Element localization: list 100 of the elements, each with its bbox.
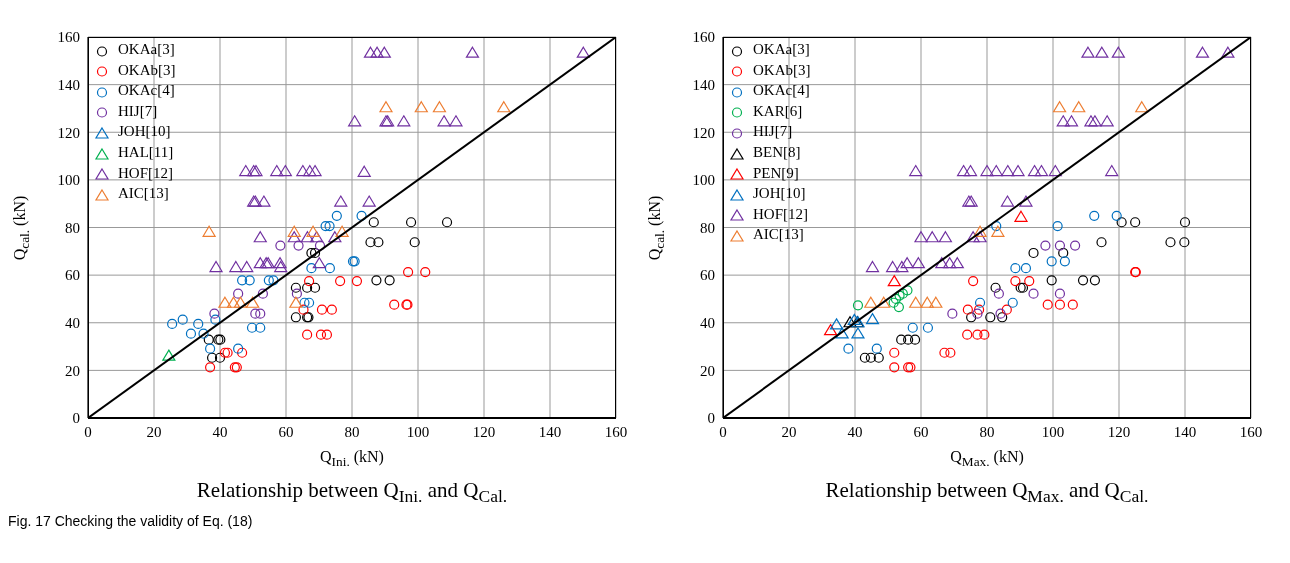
- point: [302, 329, 313, 340]
- point: [966, 312, 977, 323]
- point: [304, 275, 315, 287]
- point: [255, 322, 266, 333]
- point: [198, 328, 209, 339]
- point: [210, 314, 221, 325]
- point: [903, 334, 914, 345]
- point: [1081, 46, 1095, 58]
- point: [1179, 217, 1191, 228]
- point: [907, 322, 918, 333]
- x-axis-title: Q$_{Max.}$ (kN): [949, 448, 1025, 471]
- point: [864, 296, 878, 308]
- point: [997, 312, 1008, 323]
- point: [203, 334, 214, 345]
- x-tick-label: 140: [1173, 423, 1197, 440]
- point: [1000, 195, 1015, 207]
- point: [403, 266, 414, 278]
- point: [351, 275, 363, 287]
- point: [1111, 46, 1125, 58]
- point: [843, 316, 857, 328]
- point: [1007, 297, 1018, 308]
- point: [991, 225, 1005, 237]
- point: [233, 296, 248, 308]
- point: [465, 46, 480, 58]
- point: [246, 296, 260, 308]
- legend-label: PEN[9]: [753, 164, 799, 181]
- point: [334, 195, 348, 207]
- point: [935, 257, 949, 269]
- point: [1084, 115, 1098, 127]
- point: [316, 304, 328, 315]
- legend-label: KAR[6]: [753, 102, 803, 119]
- point: [335, 275, 346, 287]
- point: [206, 352, 218, 363]
- point: [298, 304, 309, 315]
- point: [326, 304, 337, 315]
- point: [947, 308, 958, 319]
- point: [973, 304, 985, 315]
- point: [956, 164, 971, 177]
- point: [1053, 101, 1067, 113]
- point: [287, 231, 301, 243]
- point: [888, 297, 899, 308]
- point: [1058, 247, 1069, 259]
- legend-label: HAL[11]: [118, 143, 174, 160]
- point: [362, 195, 376, 207]
- point: [273, 257, 287, 269]
- point: [893, 301, 904, 313]
- point: [237, 275, 248, 286]
- point: [162, 349, 176, 361]
- point: [356, 210, 367, 221]
- point: [576, 46, 590, 58]
- point: [389, 299, 400, 310]
- point: [257, 195, 271, 207]
- x-tick-label: 0: [84, 423, 92, 440]
- point: [226, 296, 241, 308]
- point: [1028, 288, 1039, 299]
- x-tick-label: 160: [1239, 423, 1263, 440]
- legend-label: OKAa[3]: [753, 41, 810, 57]
- point: [363, 46, 378, 58]
- point: [185, 328, 197, 339]
- legend-label: OKAa[3]: [118, 41, 175, 57]
- point: [177, 314, 188, 325]
- point: [302, 282, 313, 293]
- legend-label: OKAb[3]: [118, 61, 176, 78]
- point: [938, 231, 953, 243]
- point: [278, 164, 292, 177]
- y-tick-label: 80: [700, 219, 715, 236]
- point: [1072, 101, 1086, 113]
- point: [909, 334, 921, 345]
- point: [233, 343, 244, 354]
- legend-label: OKAb[3]: [753, 61, 811, 78]
- point: [314, 240, 326, 251]
- point: [909, 296, 923, 308]
- point: [289, 296, 303, 308]
- point: [268, 275, 279, 286]
- point: [1089, 275, 1101, 286]
- point: [233, 288, 244, 299]
- point: [253, 231, 267, 243]
- point: [237, 347, 248, 358]
- point: [1089, 210, 1100, 221]
- point: [966, 231, 980, 243]
- point: [995, 308, 1006, 319]
- y-tick-label: 140: [57, 76, 80, 93]
- point: [229, 260, 243, 273]
- point: [865, 352, 876, 363]
- point: [331, 210, 342, 221]
- point: [324, 220, 335, 232]
- point: [1070, 240, 1081, 251]
- point: [1067, 299, 1078, 310]
- y-tick-label: 40: [700, 315, 715, 332]
- point: [973, 225, 987, 237]
- legend-label: HIJ[7]: [753, 123, 793, 140]
- point: [1020, 263, 1032, 274]
- point: [414, 101, 428, 113]
- point: [1088, 115, 1102, 127]
- point: [1130, 217, 1141, 228]
- x-tick-label: 120: [472, 423, 496, 440]
- x-tick-label: 20: [146, 423, 162, 440]
- point: [829, 318, 844, 330]
- y-tick-label: 40: [65, 315, 80, 332]
- x-tick-label: 80: [344, 423, 360, 440]
